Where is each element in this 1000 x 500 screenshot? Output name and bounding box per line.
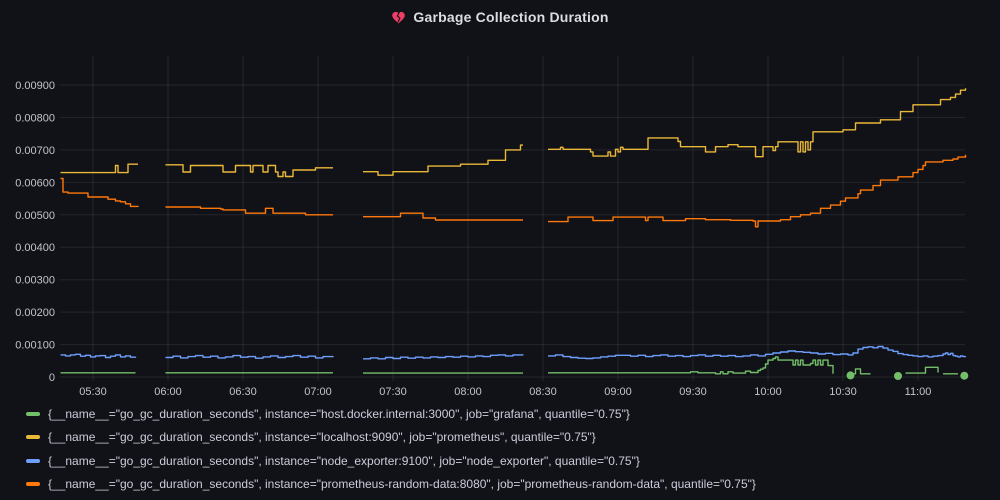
legend-item-node_exporter[interactable]: {__name__="go_gc_duration_seconds", inst… (26, 449, 756, 473)
x-tick-label: 10:30 (829, 386, 857, 398)
panel-header: Garbage Collection Duration (0, 6, 1000, 28)
legend-label: {__name__="go_gc_duration_seconds", inst… (48, 453, 640, 468)
legend: {__name__="go_gc_duration_seconds", inst… (26, 402, 756, 496)
y-tick-label: 0.00100 (15, 340, 55, 352)
y-tick-label: 0.00600 (15, 177, 55, 189)
legend-swatch-icon (26, 411, 40, 416)
x-tick-label: 10:00 (754, 386, 782, 398)
series-point-grafana (846, 371, 855, 380)
x-tick-label: 07:00 (304, 386, 332, 398)
series-point-grafana (960, 371, 969, 380)
broken-heart-icon (392, 11, 406, 23)
y-tick-label: 0.00900 (15, 80, 55, 92)
series-line-node_exporter (60, 345, 967, 360)
x-tick-label: 08:00 (454, 386, 482, 398)
legend-item-prometheus[interactable]: {__name__="go_gc_duration_seconds", inst… (26, 426, 756, 450)
chart-canvas[interactable]: 0 0.00100 0.00200 0.00300 0.00400 0.00500 0.00… (0, 0, 1000, 400)
x-tick-label: 05:30 (79, 386, 107, 398)
y-tick-label: 0.00400 (15, 242, 55, 254)
y-axis-labels: 0 0.00100 0.00200 0.00300 0.00400 0.00500 0.00… (15, 80, 55, 384)
legend-label: {__name__="go_gc_duration_seconds", inst… (48, 477, 756, 492)
x-tick-label: 11:00 (905, 386, 932, 398)
series-line-grafana (60, 356, 958, 375)
y-tick-label: 0.00800 (15, 113, 55, 125)
y-tick-label: 0.00500 (15, 210, 55, 222)
y-tick-label: 0.00300 (15, 275, 55, 287)
legend-item-prometheus-random-data[interactable]: {__name__="go_gc_duration_seconds", inst… (26, 473, 756, 497)
x-tick-label: 06:00 (154, 386, 182, 398)
panel-title: Garbage Collection Duration (413, 9, 609, 25)
x-axis-labels: 05:30 06:00 06:30 07:00 07:30 08:00 08:30 09:00… (79, 386, 931, 398)
series-line-prometheus (60, 88, 967, 178)
y-tick-label: 0.00200 (15, 307, 55, 319)
x-tick-label: 06:30 (229, 386, 257, 398)
series-line-prometheus-random-data (60, 154, 967, 228)
y-tick-label: 0 (49, 372, 55, 384)
x-tick-label: 08:30 (529, 386, 557, 398)
legend-swatch-icon (26, 482, 40, 487)
x-tick-label: 07:30 (379, 386, 407, 398)
time-series-chart[interactable]: 0 0.00100 0.00200 0.00300 0.00400 0.00500 0.00… (0, 0, 1000, 405)
legend-swatch-icon (26, 435, 40, 440)
series-point-grafana (894, 372, 902, 380)
legend-item-grafana[interactable]: {__name__="go_gc_duration_seconds", inst… (26, 402, 756, 426)
grid (60, 56, 965, 381)
x-tick-label: 09:30 (679, 386, 707, 398)
legend-label: {__name__="go_gc_duration_seconds", inst… (48, 406, 630, 421)
x-tick-label: 09:00 (604, 386, 632, 398)
legend-swatch-icon (26, 458, 40, 463)
legend-label: {__name__="go_gc_duration_seconds", inst… (48, 430, 596, 445)
y-tick-label: 0.00700 (15, 145, 55, 157)
